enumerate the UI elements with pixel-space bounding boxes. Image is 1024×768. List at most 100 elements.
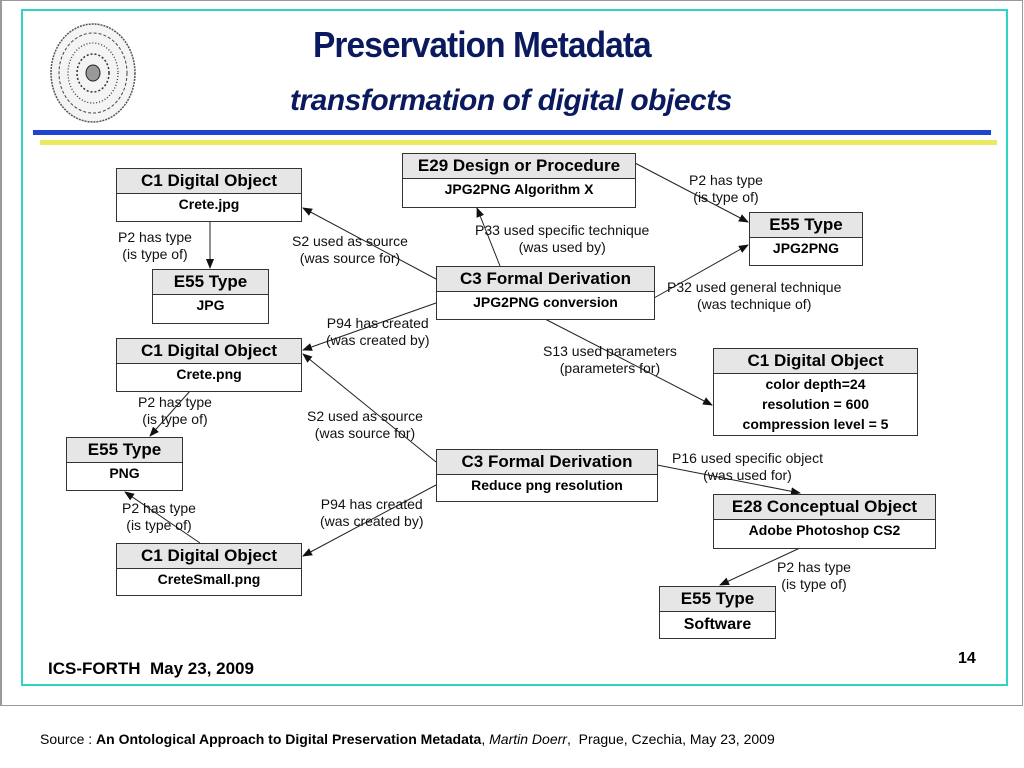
source-citation: Source : An Ontological Approach to Digi… [40,731,775,747]
node-type-jpg: E55 Type JPG [152,269,269,324]
edge-label: P32 used general technique (was technique… [667,279,841,313]
node-c3-conversion: C3 Formal Derivation JPG2PNG conversion [436,266,655,320]
edge-label: P94 has created (was created by) [320,496,423,530]
slide [21,9,1008,686]
edge-label: S2 used as source (was source for) [307,408,423,442]
node-type-jpg2png: E55 Type JPG2PNG [749,212,863,266]
edge-s2-reduce [302,353,437,463]
node-class: E29 Design or Procedure [403,154,635,179]
edge-label-line: (parameters for) [559,360,661,376]
node-class: E28 Conceptual Object [714,495,935,520]
node-value-line: compression level = 5 [742,416,889,432]
node-value: JPG [196,297,225,313]
edge-label-line: P94 has created [320,496,423,512]
node-value: JPG2PNG [772,240,840,256]
edge-label-line: P32 used general technique [667,279,842,295]
edge-label-line: (was created by) [326,332,430,348]
node-c3-reduce: C3 Formal Derivation Reduce png resoluti… [436,449,658,502]
slide-footer: ICS-FORTH May 23, 2009 [48,659,254,678]
node-crete-png: C1 Digital Object Crete.png [116,338,302,392]
slide-title: Preservation Metadata [313,24,652,65]
node-class: C1 Digital Object [117,169,301,194]
edge-label: P2 has type (is type of) [122,500,196,534]
edge-label-line: (was used for) [703,467,792,483]
node-e28: E28 Conceptual Object Adobe Photoshop CS… [713,494,936,549]
node-value: PNG [109,465,140,481]
source-author: Martin Doerr [489,731,567,747]
node-value: Reduce png resolution [471,477,623,493]
phaistos-disc-logo [50,23,136,123]
node-class: C1 Digital Object [714,349,917,374]
node-value-line: resolution = 600 [762,396,869,412]
edge-label: P2 has type (is type of) [118,229,192,263]
edge-label-line: (is type of) [693,189,759,205]
edge-label-line: P2 has type [689,172,763,188]
edge-label-line: (was used by) [518,239,606,255]
page-number: 14 [958,650,976,667]
edge-s2-conv [302,207,437,280]
edge-label-line: P16 used specific object [672,450,823,466]
edge-label-line: P2 has type [122,500,196,516]
node-value: JPG2PNG conversion [473,294,618,310]
edge-label-line: P33 used specific technique [475,222,650,238]
source-rest: Prague, Czechia, May 23, 2009 [570,731,775,747]
node-class: C1 Digital Object [117,544,301,569]
slide-subtitle: transformation of digital objects [290,84,732,117]
node-type-png: E55 Type PNG [66,437,183,491]
edge-label-line: P94 has created [326,315,429,331]
edge-label: P16 used specific object (was used for) [672,450,823,484]
edge-label-line: S2 used as source [292,233,408,249]
node-class: E55 Type [750,213,862,238]
edge-label-line: S2 used as source [307,408,423,424]
edge-label: P94 has created (was created by) [326,315,429,349]
edge-label: P2 has type (is type of) [777,559,851,593]
edge-label: P33 used specific technique (was used by) [475,222,649,256]
edge-label-line: S13 used parameters [543,343,677,359]
node-crete-small: C1 Digital Object CreteSmall.png [116,543,302,596]
node-parameters: C1 Digital Object color depth=24 resolut… [713,348,918,436]
node-class: C1 Digital Object [117,339,301,364]
node-class: E55 Type [660,587,775,612]
edge-label-line: P2 has type [138,394,212,410]
node-value: CreteSmall.png [157,571,261,587]
node-value: Software [683,616,752,633]
node-value: Crete.png [176,366,242,382]
node-class: C3 Formal Derivation [437,450,657,475]
edge-p33 [476,207,501,267]
node-value: Adobe Photoshop CS2 [748,522,901,538]
edge-label-line: (is type of) [122,246,188,262]
edge-label-line: (is type of) [781,576,847,592]
edge-label-line: P2 has type [118,229,192,245]
edge-label: S13 used parameters (parameters for) [543,343,677,377]
edge-label: S2 used as source (was source for) [292,233,408,267]
edge-p2-crete-png [149,390,191,437]
edge-p94-reduce [302,484,437,557]
slide-frame [0,0,1023,706]
source-prefix: Source : [40,731,97,747]
source-title: An Ontological Approach to Digital Prese… [96,731,482,747]
node-value: Crete.jpg [178,196,240,212]
node-class: C3 Formal Derivation [437,267,654,292]
edge-label: P2 has type (is type of) [138,394,212,428]
edge-label-line: P2 has type [777,559,851,575]
edge-p2-crete-small [124,491,201,544]
edge-p2-e28 [719,547,801,586]
edge-label-line: (is type of) [126,517,192,533]
node-value: JPG2PNG Algorithm X [444,181,594,197]
edge-label-line: (was created by) [320,513,424,529]
edge-p2-e29 [634,162,749,223]
node-class: E55 Type [67,438,182,463]
node-class: E55 Type [153,270,268,295]
edge-label-line: (was technique of) [696,296,812,312]
edge-p16 [656,464,801,496]
node-type-software: E55 Type Software [659,586,776,639]
blue-divider [33,130,991,135]
edge-p94-conv [302,302,437,351]
edge-p32 [653,244,749,299]
edge-label-line: (was source for) [299,250,401,266]
edge-label: P2 has type (is type of) [689,172,763,206]
yellow-divider [40,140,997,145]
node-value-line: color depth=24 [765,376,866,392]
edge-label-line: (is type of) [142,411,208,427]
